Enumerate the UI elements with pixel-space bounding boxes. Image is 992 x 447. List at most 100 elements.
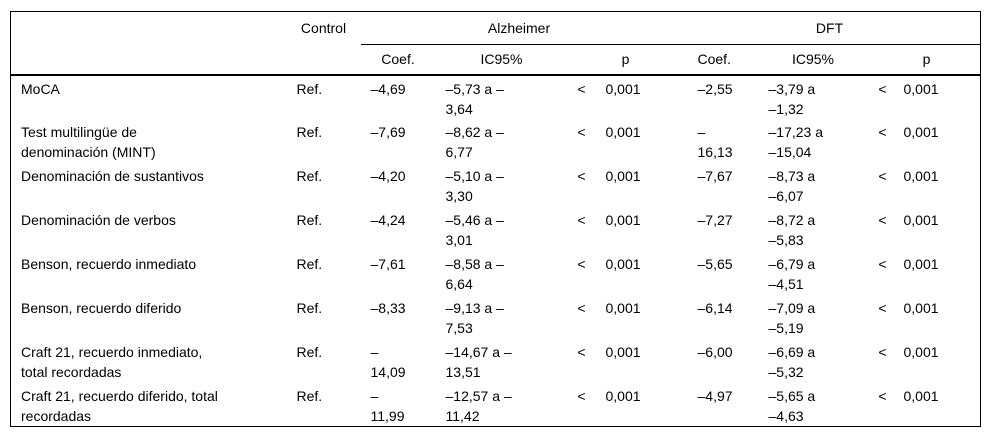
- dft-p-value: 0,001: [903, 123, 939, 140]
- alz-p-value: 0,001: [605, 255, 641, 272]
- alz-coef: –8,33: [370, 299, 406, 316]
- control-ref: Ref.: [296, 255, 323, 272]
- table-row: Denominación de verbos Ref. –4,24 –5,46 …: [11, 207, 981, 251]
- table-row: Benson, recuerdo inmediato Ref. –7,61 –8…: [11, 251, 981, 295]
- table-row: Test multilingüe de denominación (MINT) …: [11, 119, 981, 163]
- alz-p-value: 0,001: [605, 343, 641, 360]
- spacer-cell: [955, 44, 981, 76]
- alz-coef: –4,69: [370, 80, 406, 97]
- dft-ic95: –5,65 a –4,63: [768, 387, 816, 424]
- sub-header-row: Coef. IC95% p Coef. IC95% p: [10, 44, 981, 76]
- dft-lt-sign: <: [878, 343, 887, 360]
- dft-p-value: 0,001: [903, 167, 939, 184]
- dft-ic95: –8,72 a –5,83: [768, 211, 816, 248]
- alz-ic95: –12,57 a – 11,42: [445, 387, 512, 424]
- dft-ic95: –6,69 a –5,32: [768, 343, 816, 380]
- alz-ic95: –8,58 a – 6,64: [445, 255, 504, 292]
- dft-lt-sign: <: [878, 211, 887, 228]
- row-label: Craft 21, recuerdo diferido, total recor…: [21, 387, 218, 424]
- spacer-cell: [956, 75, 981, 119]
- dft-coef: –5,65: [697, 255, 733, 272]
- dft-lt-sign: <: [878, 299, 887, 316]
- control-ref: Ref.: [296, 167, 323, 184]
- alz-p-value: 0,001: [605, 211, 641, 228]
- spacer-cell: [956, 163, 981, 207]
- dft-coef: –2,55: [697, 80, 733, 97]
- alz-lt-sign: <: [577, 255, 586, 272]
- alz-lt-sign: <: [577, 211, 586, 228]
- row-label: Denominación de verbos: [21, 211, 176, 228]
- control-ref: Ref.: [296, 123, 323, 140]
- row-label: Benson, recuerdo diferido: [21, 299, 182, 316]
- control-ref: Ref.: [296, 211, 323, 228]
- empty-header-cell: [567, 44, 596, 76]
- row-label: Benson, recuerdo inmediato: [21, 255, 197, 272]
- alz-lt-sign: <: [577, 123, 586, 140]
- alz-ic95: –5,46 a – 3,01: [445, 211, 504, 248]
- group-header-dft: DFT: [655, 11, 956, 45]
- dft-coef: –6,14: [697, 299, 733, 316]
- empty-header-cell: [11, 12, 287, 45]
- alz-coef: – 14,09: [370, 343, 406, 380]
- row-label: Test multilingüe de denominación (MINT): [21, 123, 156, 160]
- alz-coef: –4,24: [370, 211, 406, 228]
- table-row: Denominación de sustantivos Ref. –4,20 –…: [11, 163, 981, 207]
- dft-p-value: 0,001: [903, 255, 939, 272]
- group-header-row: Control Alzheimer DFT: [11, 11, 981, 45]
- column-header-dft-coef: Coef.: [655, 44, 759, 76]
- spacer-cell: [955, 11, 981, 45]
- dft-lt-sign: <: [878, 387, 887, 404]
- alz-coef: – 11,99: [370, 387, 405, 424]
- dft-coef: –7,67: [697, 167, 733, 184]
- dft-p-value: 0,001: [903, 387, 939, 404]
- dft-lt-sign: <: [878, 123, 887, 140]
- spacer-cell: [956, 119, 981, 163]
- dft-ic95: –6,79 a –4,51: [768, 255, 816, 292]
- alz-lt-sign: <: [577, 387, 586, 404]
- alz-lt-sign: <: [577, 80, 586, 97]
- alz-ic95: –5,73 a – 3,64: [445, 80, 504, 117]
- control-ref: Ref.: [296, 80, 323, 97]
- spacer-cell: [956, 295, 981, 339]
- table-row: MoCA Ref. –4,69 –5,73 a – 3,64 < 0,001 –…: [11, 75, 981, 119]
- dft-ic95: –8,73 a –6,07: [768, 167, 816, 204]
- alz-ic95: –5,10 a – 3,30: [445, 167, 504, 204]
- empty-header-cell: [286, 44, 361, 76]
- dft-coef: –6,00: [697, 343, 733, 360]
- statistics-table: Control Alzheimer DFT Coef. IC95% p Coef…: [10, 11, 982, 427]
- dft-ic95: –7,09 a –5,19: [768, 299, 816, 336]
- alz-lt-sign: <: [577, 343, 586, 360]
- dft-lt-sign: <: [878, 167, 887, 184]
- dft-coef: –7,27: [697, 211, 733, 228]
- column-header-alz-p: p: [595, 44, 656, 76]
- row-label: MoCA: [21, 80, 60, 97]
- spacer-cell: [956, 207, 981, 251]
- control-ref: Ref.: [296, 343, 323, 360]
- alz-p-value: 0,001: [605, 80, 641, 97]
- spacer-cell: [956, 339, 981, 383]
- dft-p-value: 0,001: [903, 80, 939, 97]
- control-ref: Ref.: [296, 299, 323, 316]
- dft-ic95: –3,79 a –1,32: [768, 80, 816, 117]
- column-header-dft-ic95: IC95%: [758, 44, 868, 76]
- alz-ic95: –9,13 a – 7,53: [445, 299, 504, 336]
- dft-lt-sign: <: [878, 80, 887, 97]
- alz-p-value: 0,001: [605, 167, 641, 184]
- alz-p-value: 0,001: [605, 387, 641, 404]
- dft-lt-sign: <: [878, 255, 887, 272]
- table-row: Craft 21, recuerdo diferido, total recor…: [11, 383, 981, 427]
- alz-coef: –4,20: [370, 167, 406, 184]
- column-header-dft-p: p: [897, 44, 956, 76]
- alz-p-value: 0,001: [605, 299, 641, 316]
- empty-header-cell: [867, 44, 898, 76]
- spacer-cell: [956, 383, 981, 427]
- table-row: Benson, recuerdo diferido Ref. –8,33 –9,…: [11, 295, 981, 339]
- column-header-alz-ic95: IC95%: [435, 44, 568, 76]
- table-row: Craft 21, recuerdo inmediato, total reco…: [11, 339, 981, 383]
- dft-coef: – 16,13: [697, 123, 733, 160]
- alz-coef: –7,61: [370, 255, 406, 272]
- row-label: Denominación de sustantivos: [21, 167, 204, 184]
- alz-lt-sign: <: [577, 299, 586, 316]
- spacer-cell: [956, 251, 981, 295]
- empty-header-cell: [10, 44, 287, 76]
